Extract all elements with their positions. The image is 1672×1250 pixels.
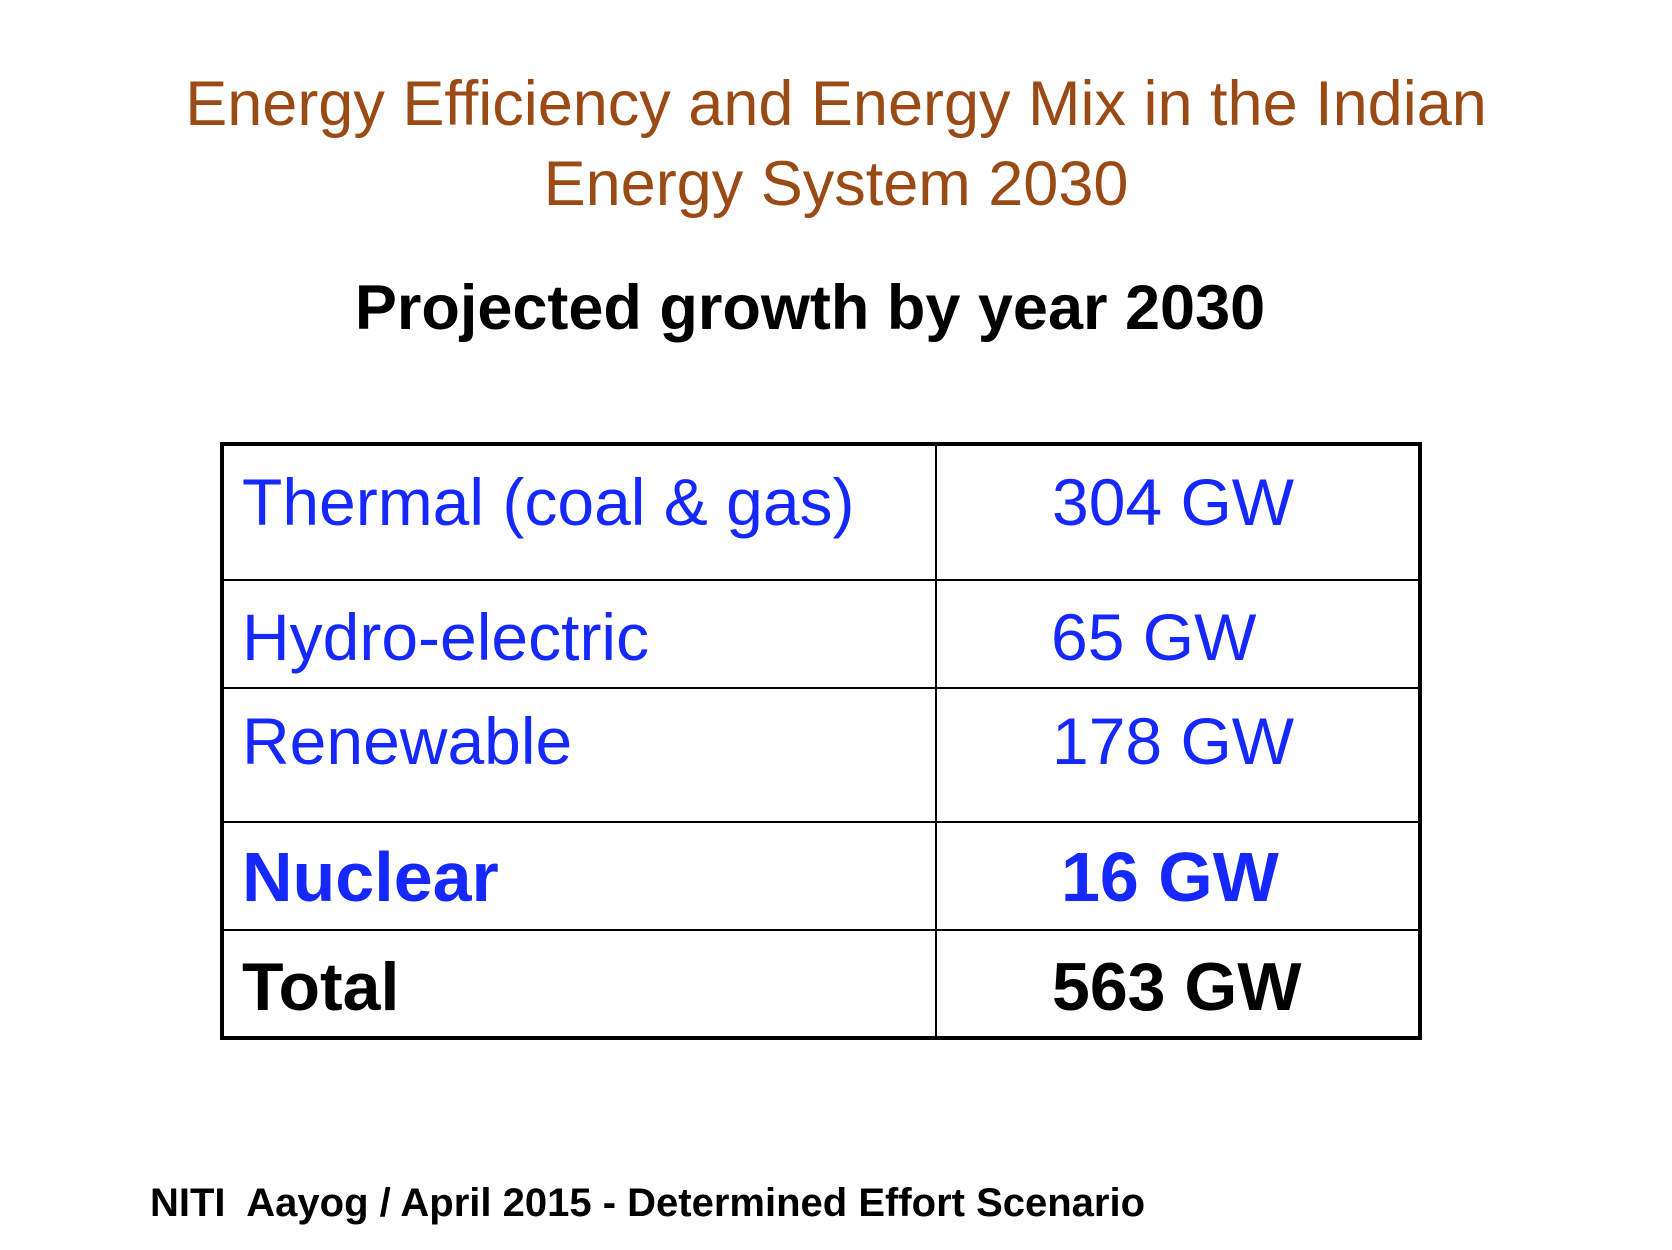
- slide-title: Energy Efficiency and Energy Mix in the …: [0, 64, 1672, 224]
- source-label-hydro: Hydro-electric: [221, 579, 937, 689]
- slide-title-line-1: Energy Efficiency and Energy Mix in the …: [185, 69, 1487, 139]
- source-label-renewable: Renewable: [221, 687, 937, 823]
- table-row-renewable: Renewable 178 GW: [221, 687, 1421, 823]
- capacity-value-renewable: 178 GW: [935, 687, 1421, 823]
- table-row-thermal: Thermal (coal & gas) 304 GW: [221, 443, 1421, 581]
- slide-title-line-2: Energy System 2030: [543, 149, 1129, 219]
- capacity-table: Thermal (coal & gas) 304 GW Hydro-electr…: [220, 442, 1422, 1040]
- capacity-value-nuclear: 16 GW: [935, 821, 1421, 931]
- source-label-nuclear: Nuclear: [221, 821, 937, 931]
- total-value: 563 GW: [935, 929, 1421, 1039]
- source-label-thermal: Thermal (coal & gas): [221, 443, 937, 581]
- table-row-total: Total 563 GW: [221, 929, 1421, 1039]
- slide-subtitle: Projected growth by year 2030: [354, 273, 1266, 343]
- capacity-value-hydro: 65 GW: [935, 579, 1421, 689]
- table-row-hydro: Hydro-electric 65 GW: [221, 579, 1421, 689]
- total-label: Total: [221, 929, 937, 1039]
- source-footnote: NITI Aayog / April 2015 - Determined Eff…: [150, 1181, 1146, 1225]
- capacity-value-thermal: 304 GW: [935, 443, 1421, 581]
- table-row-nuclear: Nuclear 16 GW: [221, 821, 1421, 931]
